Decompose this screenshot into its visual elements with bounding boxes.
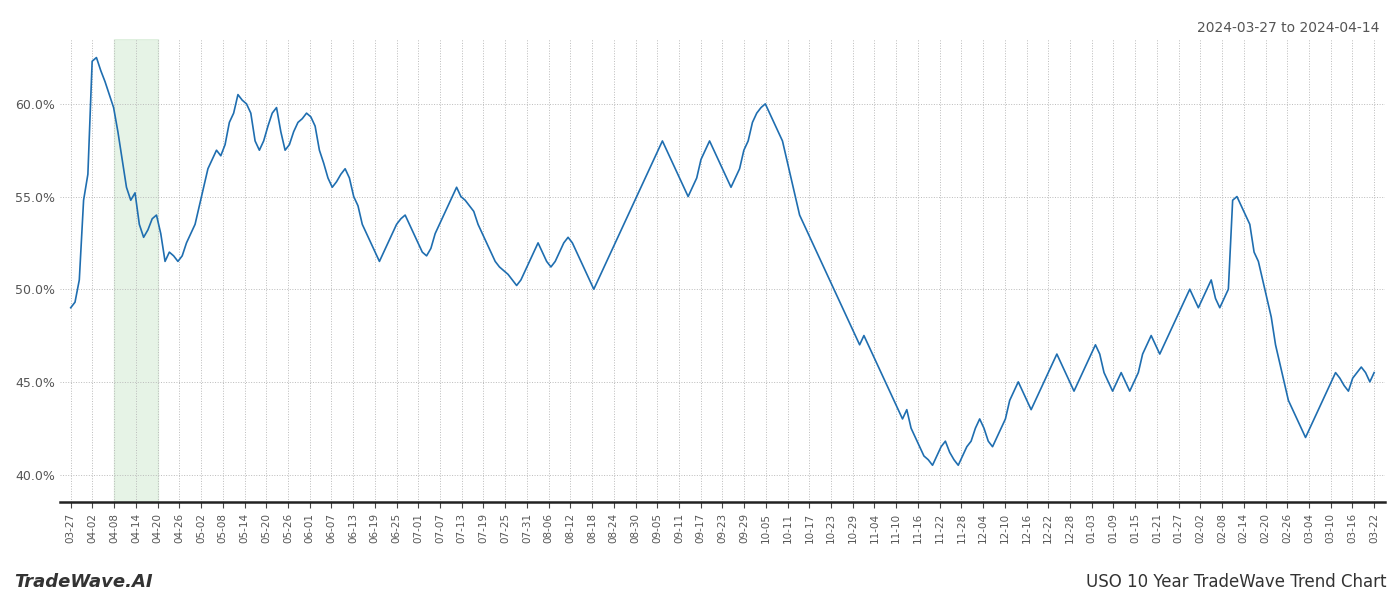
Bar [115,39,158,502]
Text: 2024-03-27 to 2024-04-14: 2024-03-27 to 2024-04-14 [1197,21,1379,35]
Text: USO 10 Year TradeWave Trend Chart: USO 10 Year TradeWave Trend Chart [1085,573,1386,591]
Text: TradeWave.AI: TradeWave.AI [14,573,153,591]
